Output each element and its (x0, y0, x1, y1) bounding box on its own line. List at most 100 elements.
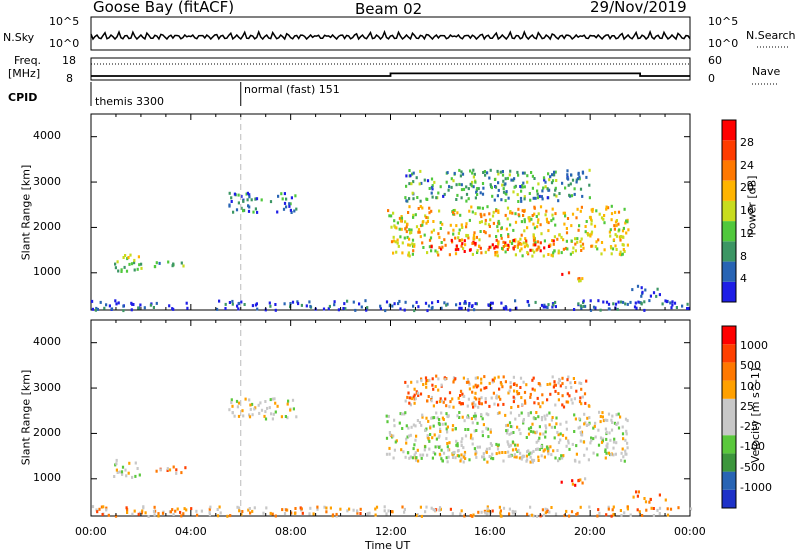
velocity-cell (488, 455, 491, 458)
power-cell (466, 234, 470, 238)
velocity-cell (559, 438, 562, 442)
velocity-cell (424, 428, 427, 432)
velocity-cell (366, 512, 369, 516)
power-cell (454, 248, 457, 252)
velocity-cell (545, 426, 548, 430)
velocity-cell (498, 387, 501, 391)
power-cell (602, 300, 605, 304)
power-cell (552, 303, 555, 307)
velocity-cell (624, 452, 627, 456)
power-cell (392, 251, 395, 255)
velocity-cell (392, 456, 395, 460)
power-panel-frame (90, 113, 691, 311)
power-cell (419, 205, 422, 208)
power-cell (428, 238, 432, 242)
power-cell (403, 236, 406, 240)
power-cell (479, 246, 482, 250)
power-cell (517, 207, 520, 211)
velocity-cell (583, 412, 586, 416)
velocity-cell (626, 446, 629, 450)
velocity-cell (424, 376, 428, 380)
power-cell (438, 246, 441, 250)
velocity-cell (449, 507, 452, 511)
velocity-cell (565, 509, 568, 513)
power-cell (521, 254, 524, 258)
power-cell (540, 303, 544, 307)
power-cell (247, 209, 251, 213)
velocity-cell (125, 506, 128, 510)
power-cell (580, 237, 583, 241)
velocity-cell (512, 375, 515, 379)
power-cell (470, 205, 473, 209)
velocity-cell (577, 426, 580, 430)
velocity-cell (452, 451, 455, 455)
velocity-cell (544, 424, 547, 428)
velocity-cell (475, 385, 478, 389)
power-cell (578, 224, 581, 228)
power-cell (480, 251, 483, 255)
power-cell (480, 220, 483, 224)
velocity-cell (488, 381, 491, 385)
velocity-cell (605, 430, 608, 434)
power-cell (504, 250, 507, 254)
velocity-cell (237, 401, 241, 405)
power-cell (497, 209, 500, 213)
power-cell (551, 254, 554, 258)
velocity-cell (540, 416, 544, 419)
power-cell (540, 195, 543, 199)
power-cell (460, 223, 463, 227)
velocity-cell (415, 514, 418, 518)
velocity-cell (409, 403, 412, 407)
power-cell (396, 238, 399, 242)
power-cell (224, 302, 227, 306)
velocity-cell (420, 456, 423, 460)
velocity-cell (421, 413, 424, 417)
velocity-cell (529, 411, 532, 415)
velocity-cell (471, 402, 474, 406)
velocity-cell (240, 513, 243, 517)
power-cell (438, 235, 441, 239)
power-cell (473, 172, 476, 176)
power-cell (393, 219, 396, 223)
velocity-cell (629, 513, 632, 517)
velocity-cell (536, 396, 539, 400)
velocity-cell (604, 418, 607, 422)
velocity-cell (253, 407, 256, 411)
power-cell (484, 250, 487, 254)
velocity-cell (549, 392, 552, 396)
power-cell (248, 195, 251, 199)
velocity-cell (557, 392, 560, 395)
power-cell (455, 303, 458, 307)
velocity-cell (446, 414, 449, 418)
velocity-cell (496, 412, 500, 415)
power-cell (529, 248, 532, 252)
velocity-cell (231, 404, 234, 408)
power-cell (610, 204, 613, 208)
power-cell (110, 307, 114, 311)
power-cell (411, 252, 414, 256)
velocity-cell (451, 424, 455, 428)
power-cell (502, 245, 505, 248)
velocity-cell (534, 417, 537, 421)
velocity-cell (509, 454, 512, 458)
velocity-cell (431, 456, 434, 460)
power-cell (309, 304, 312, 308)
velocity-cell (442, 451, 446, 455)
power-cell (614, 210, 617, 214)
power-cell (620, 253, 623, 257)
velocity-cell (416, 419, 419, 422)
velocity-cell (446, 430, 449, 434)
power-cell (137, 306, 140, 310)
power-cell (588, 196, 591, 200)
velocity-cell (475, 429, 478, 432)
power-cell (634, 301, 637, 305)
power-cell (130, 262, 134, 266)
velocity-cell (291, 398, 295, 402)
power-cell (546, 306, 549, 309)
velocity-cell (486, 505, 489, 509)
power-cell (417, 230, 420, 234)
power-cell (252, 210, 255, 214)
velocity-cell (565, 420, 568, 424)
power-cell (533, 226, 536, 230)
velocity-cell (473, 447, 476, 451)
